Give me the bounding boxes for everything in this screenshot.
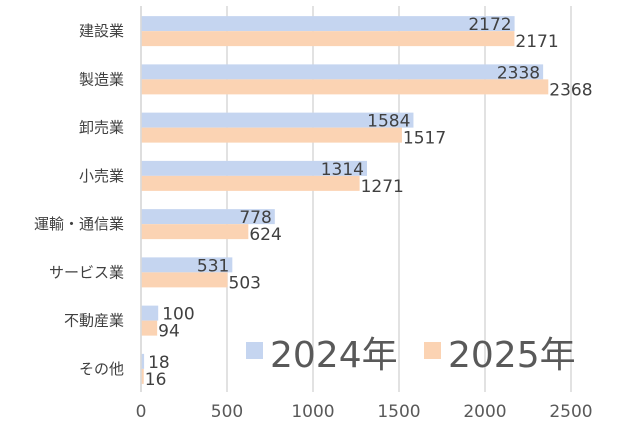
data-label: 1517 xyxy=(403,129,446,149)
category-label: 卸売業 xyxy=(79,119,124,137)
bar-series2 xyxy=(141,31,515,47)
category-label: その他 xyxy=(79,360,124,378)
bar-series2 xyxy=(141,320,158,336)
data-label: 100 xyxy=(162,305,194,325)
x-tick-label: 0 xyxy=(136,402,147,422)
data-label: 503 xyxy=(229,273,261,293)
bar-series1 xyxy=(141,353,145,369)
bar-series1 xyxy=(141,160,368,176)
data-label: 2171 xyxy=(515,32,558,52)
data-label: 2338 xyxy=(497,63,540,83)
data-label: 1271 xyxy=(361,177,404,197)
legend-swatch xyxy=(424,342,441,359)
x-tick-label: 500 xyxy=(211,402,243,422)
bar-series1 xyxy=(141,257,233,273)
category-label: 小売業 xyxy=(79,167,124,185)
category-label: 建設業 xyxy=(79,22,124,40)
legend-swatch xyxy=(246,342,263,359)
x-tick-label: 1000 xyxy=(291,402,334,422)
legend-label: 2025年 xyxy=(448,335,576,376)
x-tick-label: 2000 xyxy=(463,402,506,422)
category-label: サービス業 xyxy=(49,263,124,281)
data-label: 624 xyxy=(249,225,281,245)
category-label: 運輸・通信業 xyxy=(34,215,124,233)
bar-series2 xyxy=(141,175,360,191)
bar-series1 xyxy=(141,64,544,80)
bar-series2 xyxy=(141,368,144,384)
bar-series1 xyxy=(141,305,159,321)
data-label: 778 xyxy=(239,208,271,228)
bar-series2 xyxy=(141,224,249,240)
category-label: 製造業 xyxy=(79,70,124,88)
data-label: 94 xyxy=(158,322,180,342)
legend-label: 2024年 xyxy=(270,335,398,376)
legend: 2024年 2025年 xyxy=(246,335,576,376)
bar-series1 xyxy=(141,16,515,32)
bar-series2 xyxy=(141,79,549,95)
x-tick-label: 1500 xyxy=(377,402,420,422)
data-label: 18 xyxy=(148,353,170,373)
data-label: 2172 xyxy=(468,15,511,35)
data-label: 1314 xyxy=(321,160,364,180)
bar-series1 xyxy=(141,209,275,225)
bar-series2 xyxy=(141,127,402,143)
x-tick-label: 2500 xyxy=(549,402,592,422)
category-axis: 0 500 1000 1500 2000 2500 建設業製造業卸売業小売業運輸・通信業サー… xyxy=(34,6,593,422)
data-label: 1584 xyxy=(367,112,410,132)
bar-series1 xyxy=(141,112,414,128)
data-label: 2368 xyxy=(549,80,592,100)
data-label: 16 xyxy=(145,370,167,390)
bars xyxy=(141,16,549,384)
bar-series2 xyxy=(141,272,228,288)
data-label: 531 xyxy=(197,256,229,276)
category-label: 不動産業 xyxy=(64,312,124,330)
